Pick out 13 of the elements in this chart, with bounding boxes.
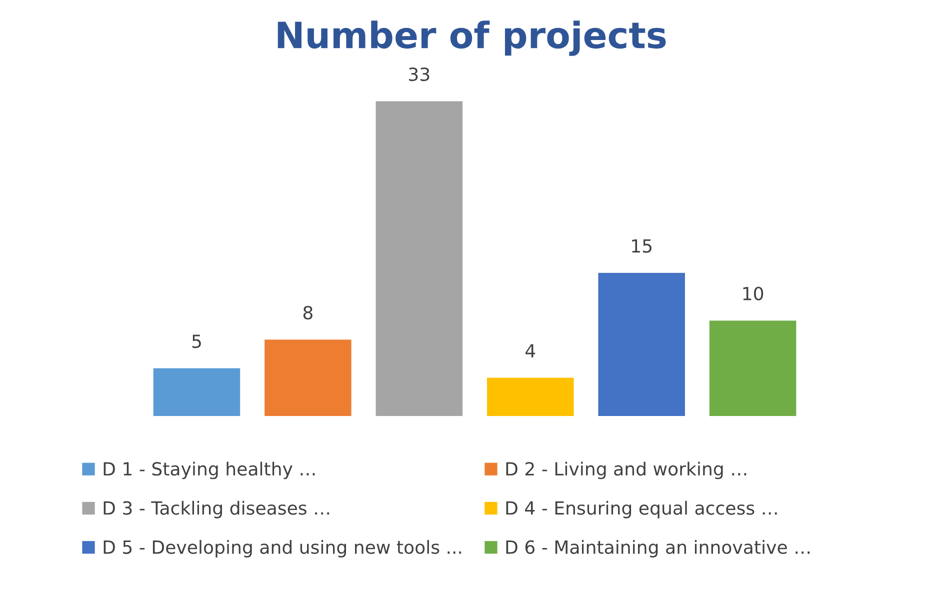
data-label: 33 xyxy=(409,67,430,82)
chart-title: Number of projects xyxy=(278,20,666,56)
data-label: 4 xyxy=(526,344,536,358)
data-label: 10 xyxy=(743,286,764,300)
data-label: 5 xyxy=(192,334,201,348)
data-label: 8 xyxy=(303,306,312,320)
legend-label: D 5 - Developing and using new tools ... xyxy=(104,540,462,558)
legend-label: D 6 - Maintaining an innovative … xyxy=(506,540,810,558)
legend-label: D 1 - Staying healthy … xyxy=(104,462,315,480)
legend-label: D 3 - Tackling diseases … xyxy=(104,500,330,518)
data-label: 15 xyxy=(632,239,652,253)
legend-label: D 2 - Living and working … xyxy=(506,462,746,480)
legend-label: D 4 - Ensuring equal access … xyxy=(506,500,777,518)
